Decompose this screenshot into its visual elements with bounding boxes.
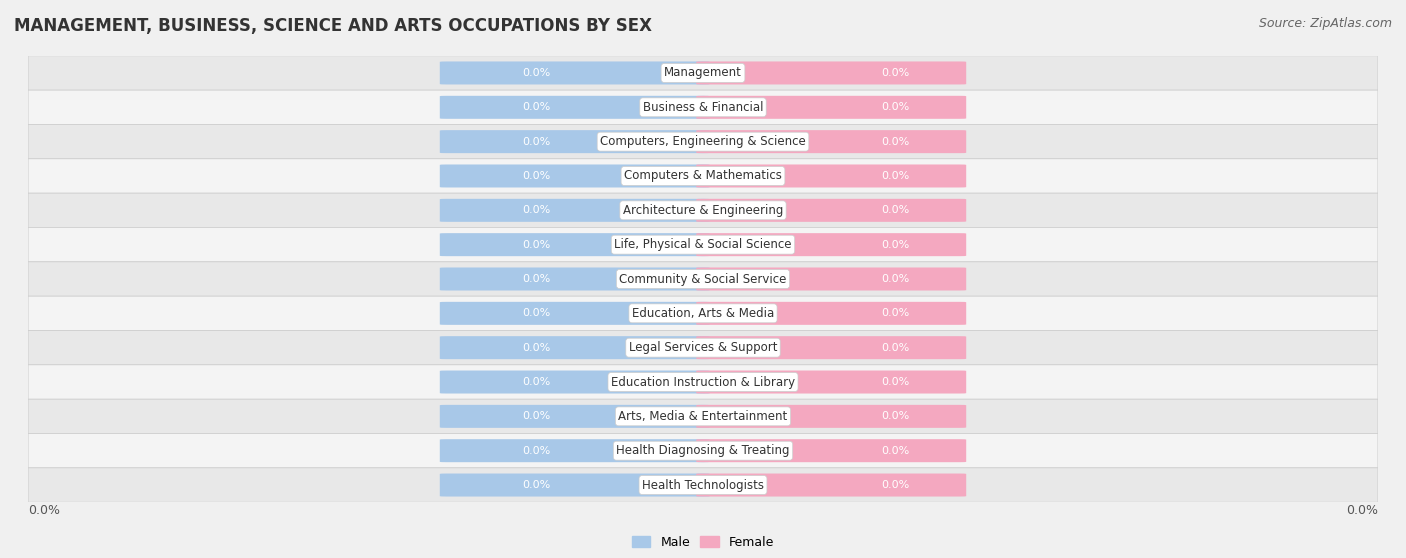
Text: 0.0%: 0.0% (522, 377, 550, 387)
Text: Health Diagnosing & Treating: Health Diagnosing & Treating (616, 444, 790, 457)
Text: 0.0%: 0.0% (522, 102, 550, 112)
Text: 0.0%: 0.0% (522, 171, 550, 181)
Text: 0.0%: 0.0% (522, 411, 550, 421)
Text: 0.0%: 0.0% (882, 240, 910, 249)
Text: 0.0%: 0.0% (522, 68, 550, 78)
FancyBboxPatch shape (28, 365, 1378, 399)
Text: 0.0%: 0.0% (1346, 504, 1378, 517)
FancyBboxPatch shape (440, 165, 710, 187)
Legend: Male, Female: Male, Female (627, 531, 779, 554)
Text: Legal Services & Support: Legal Services & Support (628, 341, 778, 354)
Text: Business & Financial: Business & Financial (643, 101, 763, 114)
FancyBboxPatch shape (696, 474, 966, 497)
Text: 0.0%: 0.0% (522, 205, 550, 215)
Text: 0.0%: 0.0% (882, 343, 910, 353)
FancyBboxPatch shape (696, 439, 966, 462)
FancyBboxPatch shape (440, 439, 710, 462)
FancyBboxPatch shape (696, 302, 966, 325)
Text: 0.0%: 0.0% (522, 480, 550, 490)
FancyBboxPatch shape (440, 61, 710, 84)
FancyBboxPatch shape (696, 233, 966, 256)
Text: Architecture & Engineering: Architecture & Engineering (623, 204, 783, 217)
Text: Computers & Mathematics: Computers & Mathematics (624, 170, 782, 182)
Text: 0.0%: 0.0% (882, 205, 910, 215)
Text: 0.0%: 0.0% (28, 504, 60, 517)
FancyBboxPatch shape (28, 434, 1378, 468)
Text: Source: ZipAtlas.com: Source: ZipAtlas.com (1258, 17, 1392, 30)
FancyBboxPatch shape (696, 405, 966, 428)
FancyBboxPatch shape (440, 405, 710, 428)
Text: Education, Arts & Media: Education, Arts & Media (631, 307, 775, 320)
Text: 0.0%: 0.0% (522, 274, 550, 284)
Text: 0.0%: 0.0% (882, 377, 910, 387)
Text: Community & Social Service: Community & Social Service (619, 272, 787, 286)
Text: Life, Physical & Social Science: Life, Physical & Social Science (614, 238, 792, 251)
FancyBboxPatch shape (696, 165, 966, 187)
FancyBboxPatch shape (440, 96, 710, 119)
FancyBboxPatch shape (696, 61, 966, 84)
FancyBboxPatch shape (696, 267, 966, 291)
FancyBboxPatch shape (28, 399, 1378, 434)
FancyBboxPatch shape (696, 130, 966, 153)
Text: 0.0%: 0.0% (522, 446, 550, 456)
FancyBboxPatch shape (440, 474, 710, 497)
Text: 0.0%: 0.0% (882, 102, 910, 112)
Text: Education Instruction & Library: Education Instruction & Library (612, 376, 794, 388)
FancyBboxPatch shape (28, 90, 1378, 124)
Text: MANAGEMENT, BUSINESS, SCIENCE AND ARTS OCCUPATIONS BY SEX: MANAGEMENT, BUSINESS, SCIENCE AND ARTS O… (14, 17, 652, 35)
Text: 0.0%: 0.0% (882, 171, 910, 181)
FancyBboxPatch shape (440, 336, 710, 359)
FancyBboxPatch shape (440, 233, 710, 256)
Text: Management: Management (664, 66, 742, 79)
FancyBboxPatch shape (28, 228, 1378, 262)
Text: 0.0%: 0.0% (522, 240, 550, 249)
Text: Arts, Media & Entertainment: Arts, Media & Entertainment (619, 410, 787, 423)
FancyBboxPatch shape (28, 159, 1378, 193)
FancyBboxPatch shape (28, 124, 1378, 159)
Text: 0.0%: 0.0% (522, 343, 550, 353)
FancyBboxPatch shape (696, 371, 966, 393)
Text: 0.0%: 0.0% (882, 274, 910, 284)
Text: Health Technologists: Health Technologists (643, 479, 763, 492)
FancyBboxPatch shape (696, 336, 966, 359)
Text: 0.0%: 0.0% (882, 480, 910, 490)
Text: 0.0%: 0.0% (882, 68, 910, 78)
FancyBboxPatch shape (696, 199, 966, 222)
Text: 0.0%: 0.0% (882, 411, 910, 421)
Text: Computers, Engineering & Science: Computers, Engineering & Science (600, 135, 806, 148)
Text: 0.0%: 0.0% (882, 446, 910, 456)
FancyBboxPatch shape (28, 330, 1378, 365)
FancyBboxPatch shape (28, 193, 1378, 228)
Text: 0.0%: 0.0% (522, 309, 550, 318)
FancyBboxPatch shape (440, 130, 710, 153)
FancyBboxPatch shape (440, 302, 710, 325)
FancyBboxPatch shape (28, 56, 1378, 90)
FancyBboxPatch shape (696, 96, 966, 119)
Text: 0.0%: 0.0% (882, 309, 910, 318)
Text: 0.0%: 0.0% (882, 137, 910, 147)
FancyBboxPatch shape (440, 371, 710, 393)
FancyBboxPatch shape (440, 267, 710, 291)
Text: 0.0%: 0.0% (522, 137, 550, 147)
FancyBboxPatch shape (28, 262, 1378, 296)
FancyBboxPatch shape (440, 199, 710, 222)
FancyBboxPatch shape (28, 468, 1378, 502)
FancyBboxPatch shape (28, 296, 1378, 330)
